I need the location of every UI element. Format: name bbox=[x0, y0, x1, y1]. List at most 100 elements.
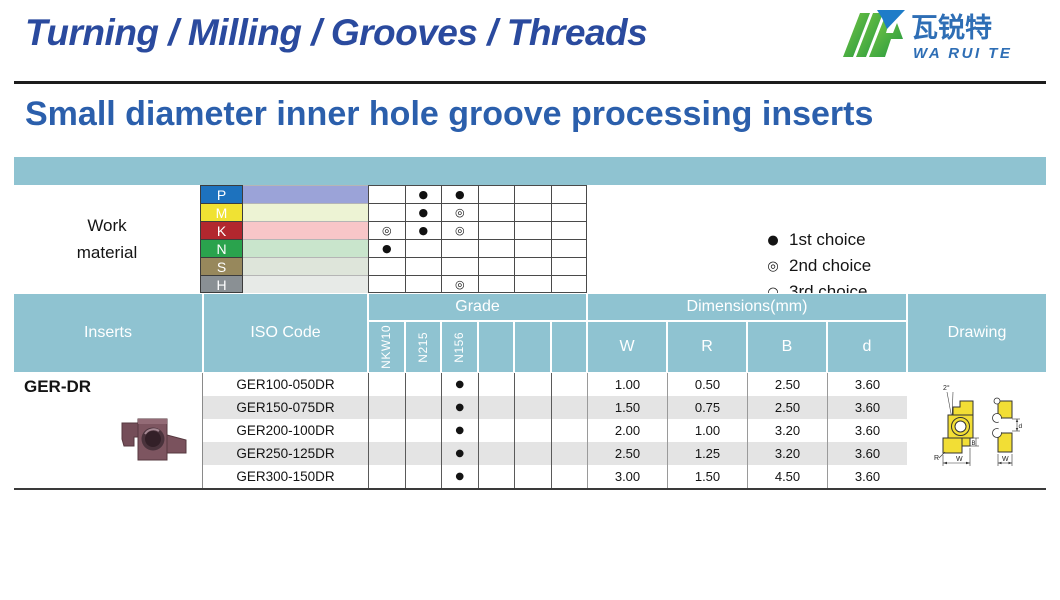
dim-r: 0.75 bbox=[667, 396, 747, 419]
material-tab: K bbox=[200, 221, 243, 239]
table-header: Inserts ISO Code Grade Dimensions(mm) Dr… bbox=[14, 293, 1046, 373]
column-group-grade: Grade bbox=[368, 293, 587, 321]
choice-mark-cell bbox=[477, 239, 514, 257]
grade-mark-cell bbox=[550, 442, 588, 465]
column-header-inserts: Inserts bbox=[14, 293, 203, 373]
grade-mark-cell bbox=[368, 419, 405, 442]
choice-mark-cell: ● bbox=[368, 239, 405, 257]
choice-mark-cell bbox=[514, 257, 551, 275]
dim-b: 2.50 bbox=[747, 396, 827, 419]
grade-mark-cell bbox=[368, 396, 405, 419]
choice-mark-cell: ◎ bbox=[441, 221, 478, 239]
choice-mark-cell bbox=[514, 203, 551, 221]
material-tab: S bbox=[200, 257, 243, 275]
material-row-s: S bbox=[200, 257, 587, 275]
grade-mark-cell bbox=[514, 442, 551, 465]
work-material-section: Work material P ● ● M ● bbox=[14, 185, 1046, 301]
grade-mark-cell: ● bbox=[441, 442, 478, 465]
logo-mark-icon bbox=[843, 10, 905, 57]
grade-mark-cell bbox=[550, 465, 588, 488]
grade-mark-cell bbox=[550, 373, 588, 396]
legend-item-2nd: ◎ 2nd choice bbox=[765, 253, 871, 279]
choice-mark-cell: ◎ bbox=[441, 275, 478, 293]
grade-subheader-nkw10: NKW10 bbox=[368, 321, 405, 373]
column-header-drawing: Drawing bbox=[907, 293, 1046, 373]
nav-categories-title: Turning / Milling / Grooves / Threads bbox=[25, 12, 648, 53]
material-band bbox=[243, 221, 368, 239]
b-dimension-label: B bbox=[972, 441, 976, 447]
grade-mark-cell bbox=[404, 419, 442, 442]
d-dimension-label: d bbox=[1019, 423, 1023, 430]
bullseye-circle-icon: ◎ bbox=[767, 258, 779, 274]
dimension-subheader-d: d bbox=[827, 321, 907, 373]
choice-mark-cell: ● bbox=[441, 185, 478, 203]
material-tab: H bbox=[200, 275, 243, 293]
legend-item-1st: ● 1st choice bbox=[765, 227, 871, 253]
brand-logo-graphic: 瓦锐特 WA RUI TE bbox=[843, 10, 1012, 62]
dim-w: 1.50 bbox=[587, 396, 667, 419]
table-bottom-border bbox=[14, 488, 1046, 490]
choice-mark-cell bbox=[404, 257, 441, 275]
grade-mark-cell bbox=[404, 465, 442, 488]
grade-mark-cell bbox=[477, 465, 515, 488]
choice-mark-cell bbox=[514, 185, 551, 203]
dim-r: 1.00 bbox=[667, 419, 747, 442]
material-row-m: M ● ◎ bbox=[200, 203, 587, 221]
grade-mark-cell bbox=[514, 373, 551, 396]
page-title: Small diameter inner hole groove process… bbox=[25, 95, 874, 133]
dim-w: 3.00 bbox=[587, 465, 667, 488]
grade-subheader-n156: N156 bbox=[441, 321, 478, 373]
choice-mark-cell bbox=[550, 239, 587, 257]
dim-d: 3.60 bbox=[827, 373, 907, 396]
dim-r: 0.50 bbox=[667, 373, 747, 396]
table-row: GER100-050DR ● 1.00 0.50 2.50 3.60 bbox=[203, 373, 907, 396]
w-side-dimension-label: W bbox=[1002, 456, 1009, 463]
choice-mark-cell bbox=[477, 203, 514, 221]
filled-circle-icon: ● bbox=[767, 232, 779, 248]
grade-subheader-n215: N215 bbox=[404, 321, 441, 373]
column-group-dimensions: Dimensions(mm) bbox=[587, 293, 907, 321]
choice-mark-cell bbox=[550, 275, 587, 293]
choice-mark-cell bbox=[477, 221, 514, 239]
choice-mark-cell: ● bbox=[404, 203, 441, 221]
iso-code: GER100-050DR bbox=[236, 377, 335, 392]
dim-b: 3.20 bbox=[747, 442, 827, 465]
material-band bbox=[243, 239, 368, 257]
brand-name-cn: 瓦锐特 bbox=[911, 13, 992, 43]
iso-code: GER150-075DR bbox=[236, 400, 335, 415]
material-band bbox=[243, 185, 368, 203]
grade-subheader-empty bbox=[514, 321, 551, 373]
dim-w: 1.00 bbox=[587, 373, 667, 396]
grade-mark-cell bbox=[550, 396, 588, 419]
grade-subheader-empty bbox=[550, 321, 587, 373]
choice-mark-cell: ● bbox=[404, 185, 441, 203]
technical-drawing: 2° B R bbox=[934, 384, 1023, 466]
grade-mark-cell bbox=[514, 396, 551, 419]
choice-mark-cell bbox=[368, 275, 405, 293]
choice-mark-cell bbox=[368, 203, 405, 221]
choice-mark-cell bbox=[550, 221, 587, 239]
w-front-dimension-label: W bbox=[956, 456, 963, 463]
work-material-label: Work material bbox=[76, 216, 138, 262]
choice-mark-cell: ● bbox=[404, 221, 441, 239]
choice-mark-cell bbox=[404, 239, 441, 257]
material-tab: M bbox=[200, 203, 243, 221]
insert-photo bbox=[121, 418, 187, 461]
iso-code: GER300-150DR bbox=[236, 469, 335, 484]
table-row: GER300-150DR ● 3.00 1.50 4.50 3.60 bbox=[203, 465, 907, 488]
dimension-subheader-b: B bbox=[747, 321, 827, 373]
grade-mark-cell bbox=[477, 373, 515, 396]
table-row: GER200-100DR ● 2.00 1.00 3.20 3.60 bbox=[203, 419, 907, 442]
table-top-band bbox=[14, 157, 1046, 185]
dimension-subheader-r: R bbox=[667, 321, 747, 373]
choice-mark-cell: ◎ bbox=[441, 203, 478, 221]
dim-r: 1.50 bbox=[667, 465, 747, 488]
choice-mark-cell bbox=[514, 275, 551, 293]
material-band bbox=[243, 275, 368, 293]
r-dimension-label: R bbox=[934, 455, 939, 462]
material-band bbox=[243, 203, 368, 221]
column-header-iso-code: ISO Code bbox=[203, 293, 368, 373]
brand-name-en: WA RUI TE bbox=[913, 45, 1012, 62]
inserts-cell: GER-DR bbox=[14, 373, 203, 488]
